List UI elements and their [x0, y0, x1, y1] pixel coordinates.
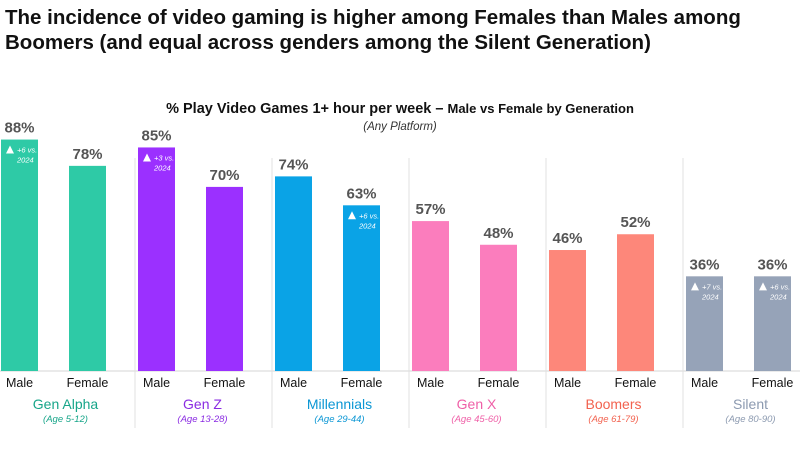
bar-millennials-female	[343, 205, 380, 371]
group-age-silent: (Age 80-90)	[725, 414, 775, 425]
bar-gen-alpha-female	[69, 165, 106, 371]
data-label: 52%	[620, 214, 650, 231]
change-note: 2024	[701, 292, 719, 301]
change-note: +6 vs.	[17, 146, 37, 155]
up-triangle-icon	[6, 145, 14, 154]
group-label-gen-x: Gen X	[457, 396, 497, 412]
group-label-gen-alpha: Gen Alpha	[33, 396, 99, 412]
change-note: 2024	[153, 163, 171, 172]
data-label: 57%	[415, 201, 445, 218]
up-triangle-icon	[691, 282, 699, 291]
headline: The incidence of video gaming is higher …	[5, 6, 741, 54]
bar-gen-z-female	[206, 186, 243, 371]
change-note: 2024	[16, 156, 34, 165]
bar-silent-male	[686, 276, 723, 371]
change-note: +6 vs.	[770, 282, 790, 291]
tick-label-male: Male	[280, 376, 307, 390]
group-age-gen-z: (Age 13-28)	[177, 414, 227, 425]
group-age-gen-x: (Age 45-60)	[451, 414, 501, 425]
up-triangle-icon	[348, 211, 356, 220]
bar-gen-x-female	[480, 244, 517, 371]
tick-label-male: Male	[417, 376, 444, 390]
group-label-boomers: Boomers	[585, 396, 641, 412]
bar-silent-female	[754, 276, 791, 371]
chart-title: % Play Video Games 1+ hour per week – Ma…	[0, 101, 800, 117]
group-age-millennials: (Age 29-44)	[314, 414, 364, 425]
bar-gen-z-male	[138, 147, 175, 371]
bar-millennials-male	[275, 176, 312, 371]
tick-label-male: Male	[6, 376, 33, 390]
group-label-gen-z: Gen Z	[183, 396, 222, 412]
tick-label-male: Male	[554, 376, 581, 390]
bar-gen-alpha-male	[1, 139, 38, 371]
data-label: 70%	[209, 167, 239, 184]
data-label: 63%	[346, 185, 376, 202]
tick-label-female: Female	[752, 376, 794, 390]
tick-label-male: Male	[691, 376, 718, 390]
group-age-boomers: (Age 61-79)	[588, 414, 638, 425]
chart-title-main: % Play Video Games 1+ hour per week	[166, 101, 432, 117]
chart-title-rest: Male vs Female by Generation	[447, 101, 634, 116]
data-label: 48%	[483, 225, 513, 242]
bar-gen-x-male	[412, 221, 449, 371]
change-note: +6 vs.	[359, 211, 379, 220]
tick-label-female: Female	[478, 376, 520, 390]
group-label-millennials: Millennials	[307, 396, 372, 412]
data-label: 36%	[757, 256, 787, 273]
data-label: 36%	[689, 256, 719, 273]
tick-label-female: Female	[615, 376, 657, 390]
tick-label-female: Female	[341, 376, 383, 390]
bar-boomers-female	[617, 234, 654, 371]
up-triangle-icon	[143, 153, 151, 162]
data-label: 88%	[4, 120, 34, 137]
change-note: +7 vs.	[702, 282, 722, 291]
group-label-silent: Silent	[733, 396, 768, 412]
data-label: 78%	[72, 146, 102, 163]
tick-label-male: Male	[143, 376, 170, 390]
change-note: +3 vs.	[154, 153, 174, 162]
change-note: 2024	[358, 221, 376, 230]
chart-subtitle: (Any Platform)	[363, 121, 437, 133]
data-label: 74%	[278, 156, 308, 173]
group-age-gen-alpha: (Age 5-12)	[43, 414, 88, 425]
chart-title-separator: –	[431, 101, 448, 117]
data-label: 46%	[552, 230, 582, 247]
tick-label-female: Female	[204, 376, 246, 390]
up-triangle-icon	[759, 282, 767, 291]
data-label: 85%	[141, 127, 171, 144]
bar-boomers-male	[549, 250, 586, 371]
change-note: 2024	[769, 292, 787, 301]
tick-label-female: Female	[67, 376, 109, 390]
